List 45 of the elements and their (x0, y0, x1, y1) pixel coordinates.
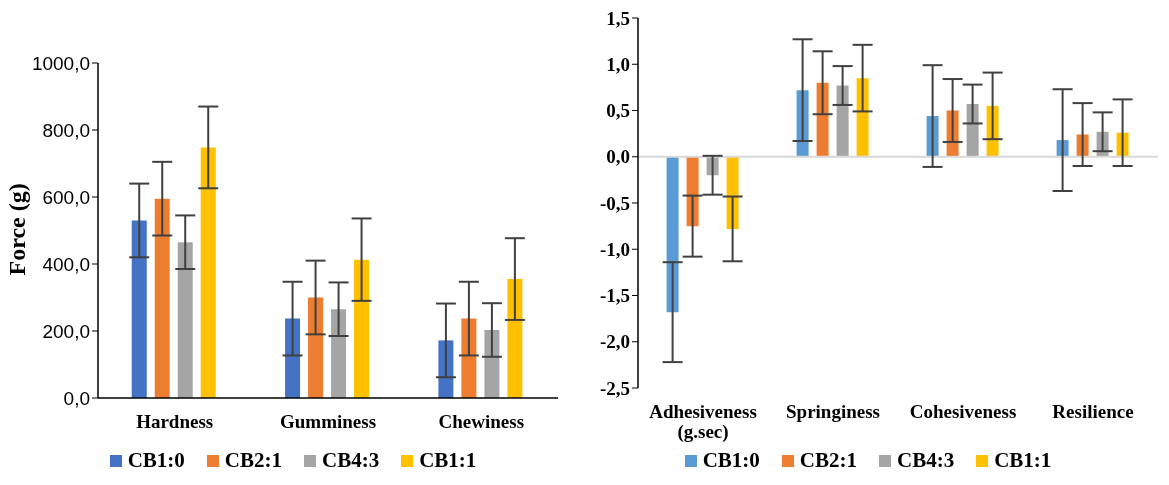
x-tick-label: Chewiness (438, 411, 525, 432)
y-tick-label: 800,0 (42, 119, 90, 141)
bar (666, 156, 679, 313)
bar (285, 318, 301, 398)
y-tick-label: 1,5 (606, 7, 630, 29)
y-tick-label: -1,5 (599, 285, 630, 307)
x-tick-label: Cohesiveness (909, 401, 1017, 422)
legend-label: CB2:1 (799, 448, 857, 473)
legend-label: CB1:0 (702, 448, 760, 473)
legend-label: CB2:1 (224, 448, 282, 473)
bar (484, 330, 500, 398)
bar (331, 309, 347, 398)
bar (131, 220, 147, 398)
y-tick-label: 1000,0 (31, 52, 90, 74)
bar (836, 85, 849, 157)
y-axis-title: Force (g) (3, 183, 30, 276)
legend-label: CB1:0 (127, 448, 185, 473)
bar (154, 198, 170, 398)
legend-label: CB1:1 (994, 448, 1052, 473)
legend-label: CB1:1 (419, 448, 477, 473)
y-tick-label: -0,5 (599, 192, 630, 214)
y-tick-label: 600,0 (42, 186, 90, 208)
y-tick-label: 200,0 (42, 320, 90, 342)
bar (354, 259, 370, 398)
x-tick-label: Adhesiveness (g.sec) (649, 401, 757, 443)
bar (308, 297, 324, 398)
legend-label: CB4:3 (322, 448, 380, 473)
bar (856, 78, 869, 157)
x-tick-label: Hardness (136, 411, 214, 432)
x-tick-label: Resilience (1052, 401, 1134, 422)
x-tick-label: Gumminess (279, 411, 377, 432)
bar (177, 242, 193, 398)
bar (507, 279, 523, 398)
bar (200, 147, 216, 398)
x-tick-label: Springiness (786, 401, 880, 422)
legend-label: CB4:3 (897, 448, 955, 473)
y-tick-label: 1,0 (606, 53, 630, 75)
y-tick-label: 400,0 (42, 253, 90, 275)
bar (461, 318, 477, 398)
y-tick-label: 0,5 (606, 100, 630, 122)
y-tick-label: 0,0 (63, 387, 90, 409)
y-tick-label: -2,0 (599, 331, 630, 353)
y-tick-label: -2,5 (599, 377, 630, 399)
y-tick-label: 0,0 (606, 146, 630, 168)
y-tick-label: -1,0 (599, 238, 630, 260)
